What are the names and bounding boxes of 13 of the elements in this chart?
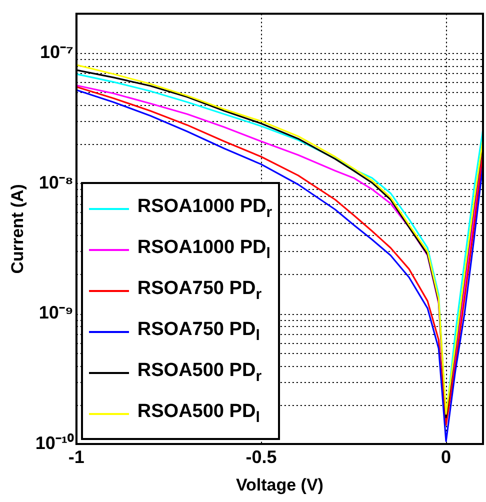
legend-label: RSOA750 PD$_{r}$ <box>137 278 262 303</box>
y-tick-label: 10⁻⁹ <box>38 302 74 323</box>
y-axis-title: Current (A) <box>8 184 27 274</box>
legend-label: RSOA500 PD$_{l}$ <box>137 401 260 426</box>
legend-label: RSOA500 PD$_{r}$ <box>137 360 262 385</box>
legend-label: RSOA1000 PD$_{r}$ <box>137 196 272 221</box>
x-axis-title: Voltage (V) <box>236 475 324 494</box>
x-tick-label: 0 <box>441 446 452 467</box>
y-tick-label: 10⁻⁷ <box>40 42 74 62</box>
x-tick-label: -0.5 <box>246 446 277 467</box>
legend-label: RSOA750 PD$_{l}$ <box>137 319 260 344</box>
legend-label: RSOA1000 PD$_{l}$ <box>137 237 270 262</box>
y-tick-label: 10⁻⁸ <box>38 172 74 192</box>
